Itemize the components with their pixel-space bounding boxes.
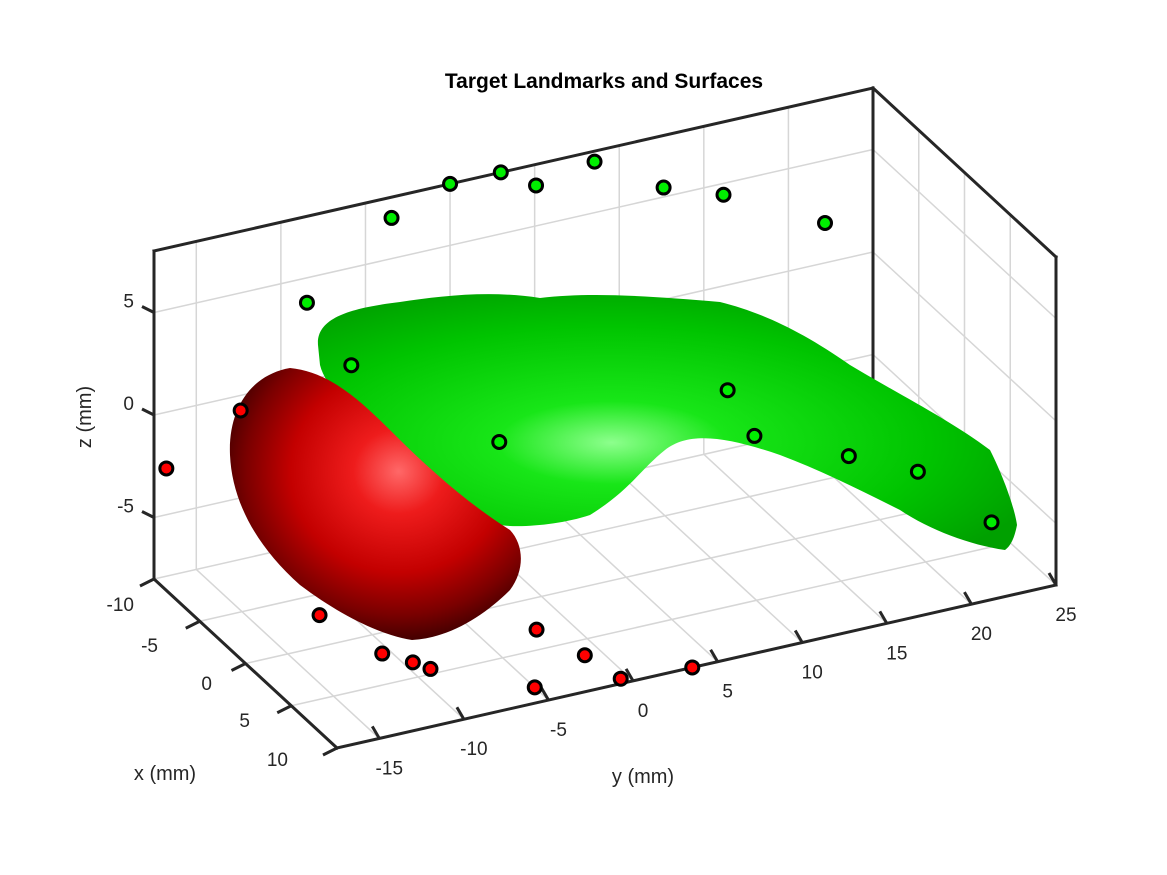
y-tick-mark xyxy=(540,687,550,701)
x-tick-mark xyxy=(139,577,155,588)
green-landmark-point xyxy=(655,179,672,196)
grid-line-side-z xyxy=(872,251,1057,422)
y-tick-label: -5 xyxy=(550,720,567,741)
green-landmark-point xyxy=(840,448,857,465)
green-landmark-point xyxy=(492,164,509,181)
z-tick-label: 5 xyxy=(123,292,134,313)
x-tick-mark xyxy=(230,662,247,672)
y-tick-mark xyxy=(878,610,889,625)
green-landmark-point xyxy=(343,357,360,374)
y-tick-mark xyxy=(793,629,804,644)
x-axis-label: x (mm) xyxy=(134,763,196,785)
red-landmark-point xyxy=(311,607,328,624)
green-landmark-point xyxy=(817,214,834,231)
landmark-points xyxy=(158,153,1000,696)
y-axis-label: y (mm) xyxy=(612,766,674,788)
y-tick-mark xyxy=(370,725,381,740)
green-landmark-point xyxy=(298,294,315,311)
y-tick-label: 5 xyxy=(722,682,733,703)
red-landmark-point xyxy=(404,654,421,671)
z-axis-label: z (mm) xyxy=(74,386,96,448)
red-landmark-point xyxy=(684,659,701,676)
grid-line-back-z xyxy=(153,148,874,314)
y-tick-label: 20 xyxy=(971,624,992,645)
x-tick-mark xyxy=(276,704,292,715)
x-tick-label: -5 xyxy=(141,636,158,657)
z-tick-mark xyxy=(141,510,155,519)
x-tick-label: 10 xyxy=(267,750,288,771)
green-landmark-point xyxy=(719,382,736,399)
tick-labels: -10 -5 0 5 10 -15 -10 -5 0 5 10 15 20 25 -5 0 5 xyxy=(107,292,1077,780)
green-landmark-point xyxy=(909,463,926,480)
chart-title: Target Landmarks and Surfaces xyxy=(445,70,763,93)
grid-line-side-z xyxy=(872,148,1057,320)
red-surface xyxy=(229,368,521,640)
green-landmark-point xyxy=(715,186,732,203)
z-tick-mark xyxy=(141,305,155,314)
green-landmark-point xyxy=(383,209,400,226)
grid-line-floor-x xyxy=(291,542,1011,707)
x-tick-label: -10 xyxy=(107,595,134,616)
green-landmark-point xyxy=(528,177,545,194)
red-landmark-point xyxy=(232,402,249,419)
y-tick-label: 25 xyxy=(1055,605,1076,626)
red-landmark-point xyxy=(526,679,543,696)
green-landmark-point xyxy=(586,153,603,170)
green-landmark-point xyxy=(746,427,763,444)
z-tick-mark xyxy=(141,407,155,417)
green-landmark-point xyxy=(442,175,459,192)
green-landmark-point xyxy=(983,514,1000,531)
y-tick-mark xyxy=(624,668,635,682)
grid-line-floor-x xyxy=(245,499,965,665)
red-landmark-point xyxy=(576,647,593,664)
y-tick-label: -15 xyxy=(376,758,403,779)
x-tick-mark xyxy=(185,619,201,630)
green-surface xyxy=(317,294,1017,550)
y-tick-mark xyxy=(1047,572,1058,586)
z-tick-label: 0 xyxy=(123,394,134,415)
axis-box-edge xyxy=(870,85,1059,260)
x-tick-mark xyxy=(322,746,338,757)
red-landmark-point xyxy=(422,660,439,677)
y-tick-mark xyxy=(963,591,973,605)
red-landmark-point xyxy=(374,645,391,662)
y-tick-mark xyxy=(709,648,719,663)
red-landmark-point xyxy=(528,621,545,638)
surfaces xyxy=(229,294,1017,640)
y-tick-label: 15 xyxy=(886,643,907,664)
z-tick-label: -5 xyxy=(117,497,134,518)
y-tick-label: 10 xyxy=(802,663,823,684)
green-landmark-point xyxy=(491,433,508,450)
red-landmark-point xyxy=(612,670,629,687)
x-tick-label: 5 xyxy=(239,711,250,732)
red-landmark-point xyxy=(158,460,175,477)
x-tick-label: 0 xyxy=(201,674,212,695)
y-tick-mark xyxy=(455,706,466,720)
y-tick-label: 0 xyxy=(638,701,649,722)
axis-box-edge xyxy=(152,86,875,253)
y-tick-label: -10 xyxy=(460,739,487,760)
